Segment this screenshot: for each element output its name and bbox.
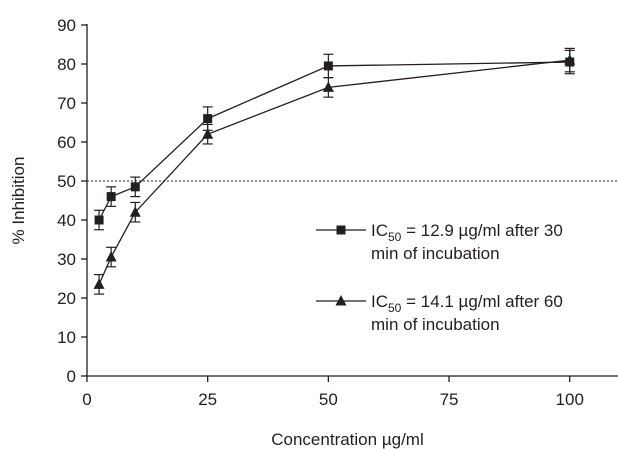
legend-label-line2: min of incubation — [371, 315, 500, 334]
data-point-square — [94, 215, 104, 225]
legend-marker-square — [336, 225, 346, 235]
data-point-triangle — [129, 206, 141, 217]
data-point-triangle — [93, 278, 105, 289]
series-layer — [93, 47, 576, 295]
x-tick-label: 0 — [82, 390, 91, 409]
data-point-triangle — [105, 251, 117, 262]
data-point-square — [203, 114, 213, 124]
series-square — [94, 49, 575, 231]
y-tick-label: 10 — [57, 328, 76, 347]
y-tick-label: 60 — [57, 133, 76, 152]
data-point-square — [130, 182, 140, 192]
data-point-square — [106, 192, 116, 202]
axes: 0 10 20 30 40 50 60 70 80 90 0 25 50 75 100 — [57, 16, 618, 409]
x-tick-label: 25 — [198, 390, 217, 409]
y-tick-label: 20 — [57, 289, 76, 308]
y-tick-label: 0 — [67, 367, 76, 386]
data-point-square — [323, 61, 333, 71]
legend-label-line1: IC50 = 14.1 µg/ml after 60 — [371, 292, 563, 315]
x-axis-title: Concentration µg/ml — [271, 430, 423, 449]
data-point-triangle — [322, 81, 334, 92]
data-point-triangle — [202, 128, 214, 139]
series-line-square — [98, 61, 570, 221]
legend-label-line2: min of incubation — [371, 244, 500, 263]
series-triangle — [93, 47, 576, 295]
y-tick-label: 80 — [57, 55, 76, 74]
legend-marker-triangle — [335, 295, 347, 306]
x-tick-label: 100 — [556, 390, 584, 409]
y-tick-label: 40 — [57, 211, 76, 230]
y-tick-label: 30 — [57, 250, 76, 269]
legend-label-line1: IC50 = 12.9 µg/ml after 30 — [371, 221, 563, 244]
data-point-triangle — [564, 54, 576, 65]
series-line-triangle — [98, 59, 570, 285]
x-tick-label: 75 — [440, 390, 459, 409]
y-axis-title: % Inhibition — [9, 157, 28, 245]
y-tick-label: 90 — [57, 16, 76, 35]
y-tick-label: 70 — [57, 94, 76, 113]
x-tick-label: 50 — [319, 390, 338, 409]
y-tick-label: 50 — [57, 172, 76, 191]
